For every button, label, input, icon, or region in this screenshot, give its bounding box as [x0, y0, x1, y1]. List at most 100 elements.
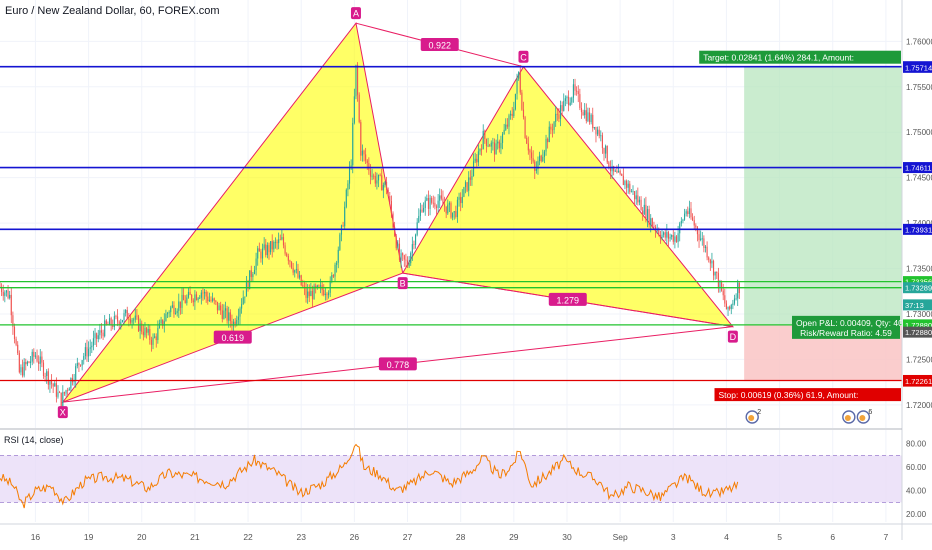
candle-body: [84, 347, 86, 357]
stop-label-text: Stop: 0.00619 (0.36%) 61.9, Amount:: [719, 390, 859, 400]
point-label-b: B: [397, 277, 408, 290]
candle: [415, 233, 417, 249]
candle: [113, 311, 115, 331]
candle-body: [556, 113, 558, 115]
candle-body: [270, 241, 272, 253]
candle: [679, 221, 681, 242]
candle-body: [328, 292, 330, 296]
candle: [318, 284, 320, 288]
price-axis-label-bg: [903, 326, 932, 338]
ratio-label-text: 0.922: [428, 40, 451, 50]
price-pane[interactable]: 0.619 0.922 1.279 0.778 X A B C D Target: 0.02841…: [0, 0, 917, 428]
candle-body: [469, 177, 471, 180]
candle: [556, 107, 558, 121]
candle: [547, 137, 549, 149]
candle: [21, 359, 24, 378]
candle: [402, 252, 404, 262]
price-axis-label: 1.73931: [903, 223, 932, 235]
candle-body: [645, 204, 647, 220]
candle: [458, 192, 460, 207]
candle-body: [203, 291, 206, 294]
candle: [482, 124, 484, 150]
candle-body: [342, 225, 344, 227]
candle-body: [215, 300, 217, 302]
candle-body: [366, 160, 368, 164]
candle: [176, 308, 178, 317]
candle: [373, 173, 375, 180]
candle-body: [178, 301, 180, 311]
candle: [416, 218, 418, 237]
candle-body: [455, 211, 457, 217]
time-tick-label: 22: [243, 532, 253, 542]
candle: [616, 165, 618, 174]
candle: [67, 387, 69, 398]
candle-body: [117, 316, 119, 322]
candle-body: [150, 339, 152, 345]
candle-body: [616, 170, 618, 173]
candle-body: [30, 361, 32, 363]
candle: [12, 311, 14, 335]
candle-body: [146, 327, 148, 333]
candle-body: [456, 199, 459, 217]
chart-title: Euro / New Zealand Dollar, 60, FOREX.com: [5, 5, 220, 17]
candle-body: [234, 321, 236, 325]
candle: [634, 190, 636, 207]
candle: [345, 188, 347, 209]
candle: [255, 252, 257, 276]
candle: [439, 188, 441, 208]
candle: [667, 230, 670, 247]
candle: [389, 191, 391, 204]
candle-body: [501, 133, 504, 143]
candle: [418, 208, 420, 224]
candle-body: [432, 202, 434, 204]
candle-body: [205, 291, 207, 297]
candle-body: [458, 197, 460, 200]
candle-body: [220, 305, 222, 311]
candle: [569, 97, 571, 107]
candle: [141, 320, 143, 335]
candle-body: [682, 219, 684, 222]
candle-body: [708, 257, 710, 260]
candle-body: [63, 392, 65, 394]
ratio-label: 0.922: [420, 37, 459, 51]
candle: [78, 362, 80, 373]
candle-body: [75, 366, 77, 381]
candle-body: [157, 327, 159, 341]
candle-body: [659, 234, 661, 239]
candle-body: [289, 260, 291, 262]
candle: [18, 350, 20, 374]
candle: [218, 302, 220, 311]
candle: [450, 201, 452, 219]
candle: [477, 144, 479, 167]
candle: [46, 369, 48, 384]
candle: [339, 232, 341, 252]
price-tick-label: 1.76000: [906, 37, 932, 46]
candle: [466, 182, 468, 193]
candle: [471, 169, 473, 186]
candle-body: [229, 312, 231, 322]
candle: [50, 374, 53, 389]
candle: [588, 107, 591, 125]
candle: [654, 224, 657, 238]
candle-body: [158, 323, 161, 328]
candle-body: [302, 285, 304, 287]
candle-body: [555, 113, 557, 122]
candle: [265, 238, 267, 258]
price-tick-label: 1.74000: [906, 219, 932, 228]
candle: [332, 274, 334, 279]
candle: [142, 324, 144, 341]
candle: [563, 93, 565, 112]
candle: [460, 192, 462, 212]
candle-body: [15, 338, 17, 345]
candle-body: [397, 243, 399, 249]
candle-body: [199, 297, 201, 299]
candle: [590, 113, 592, 125]
candle-body: [452, 212, 454, 218]
candle-body: [173, 305, 175, 314]
candle: [510, 110, 512, 120]
event-icon: 6: [856, 409, 872, 424]
candle: [38, 355, 40, 371]
candle: [663, 231, 665, 238]
rsi-pane[interactable]: [0, 430, 902, 522]
